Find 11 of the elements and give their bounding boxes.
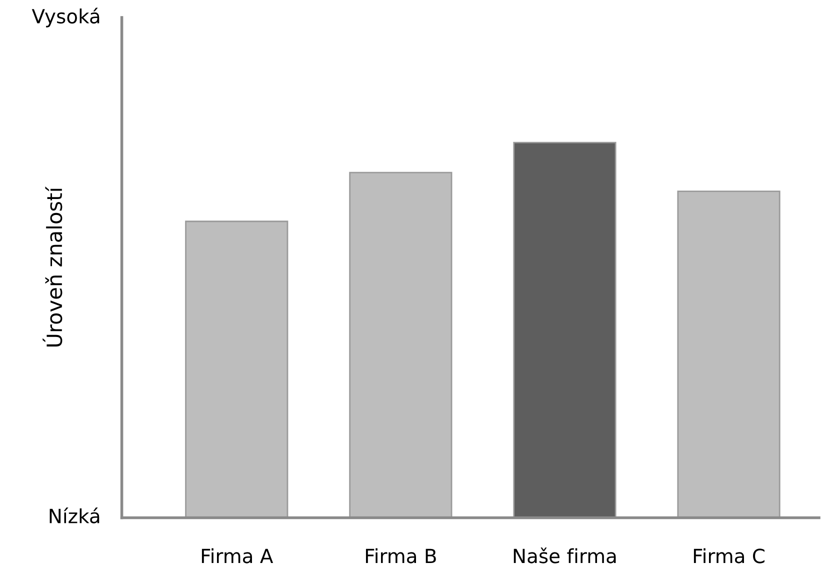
text: Nízká bbox=[50, 508, 100, 524]
bar bbox=[185, 220, 288, 518]
y-axis-title: Úroveň znalostí bbox=[42, 186, 62, 346]
bar bbox=[677, 190, 780, 518]
bar bbox=[513, 142, 616, 518]
bar bbox=[349, 172, 452, 518]
x-tick-label: Naše firma bbox=[514, 548, 616, 564]
text: Vysoká bbox=[32, 8, 100, 28]
x-tick-label: Firma C bbox=[694, 548, 764, 564]
x-tick-label: Firma A bbox=[202, 548, 274, 564]
x-tick-label: Firma B bbox=[366, 548, 436, 564]
